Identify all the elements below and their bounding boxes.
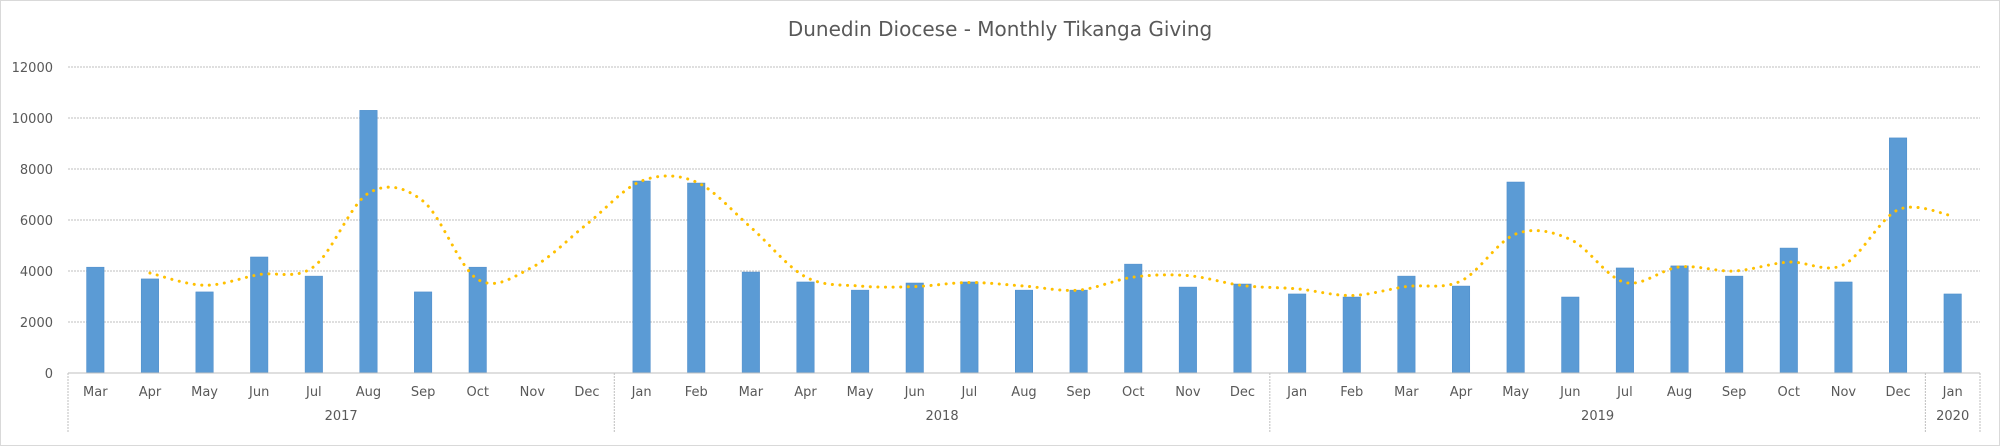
y-tick-label: 10000 [12, 112, 53, 127]
month-label: Apr [794, 385, 817, 400]
month-label: Jun [904, 385, 925, 400]
month-label: Jan [1942, 385, 1963, 400]
year-label: 2018 [926, 409, 959, 424]
month-label: May [847, 385, 874, 400]
month-label: Sep [411, 385, 436, 400]
bar [796, 281, 815, 374]
bar [1779, 247, 1798, 374]
bar [741, 271, 760, 374]
year-label: 2020 [1936, 409, 1969, 424]
year-label: 2019 [1581, 409, 1614, 424]
y-tick-label: 12000 [12, 61, 53, 76]
month-label: Jun [248, 385, 269, 400]
month-label: Jan [1286, 385, 1307, 400]
bar [851, 289, 870, 374]
bar [1943, 293, 1962, 374]
bar [304, 275, 323, 374]
bar [1124, 263, 1143, 374]
bar [1889, 137, 1908, 374]
bar [1670, 265, 1689, 374]
month-label: Oct [466, 385, 488, 400]
bar [86, 266, 105, 374]
month-label: Nov [520, 385, 546, 400]
y-tick-label: 0 [45, 367, 53, 382]
bar [1506, 181, 1525, 374]
bar [414, 291, 433, 374]
month-label: Feb [1340, 385, 1363, 400]
bar [1834, 281, 1853, 374]
month-label: Aug [356, 385, 381, 400]
year-label: 2017 [325, 409, 358, 424]
bar [1615, 267, 1634, 374]
y-tick-label: 8000 [20, 163, 53, 178]
month-label: Dec [1885, 385, 1910, 400]
month-label: Aug [1011, 385, 1036, 400]
month-label: Apr [1450, 385, 1473, 400]
bar [1069, 289, 1088, 374]
month-label: Feb [685, 385, 708, 400]
trendline [148, 174, 1955, 297]
month-label: Sep [1066, 385, 1091, 400]
bar [1342, 296, 1361, 374]
month-label: Aug [1667, 385, 1692, 400]
month-label: Jan [631, 385, 652, 400]
y-tick-label: 6000 [20, 214, 53, 229]
chart-title: Dunedin Diocese - Monthly Tikanga Giving [787, 17, 1213, 41]
bar [1397, 275, 1416, 374]
month-label: May [1502, 385, 1529, 400]
month-label: Dec [574, 385, 599, 400]
bar [140, 278, 159, 374]
month-label: May [191, 385, 218, 400]
month-label: Mar [1394, 385, 1419, 400]
month-label: Apr [139, 385, 162, 400]
month-label: Oct [1122, 385, 1144, 400]
bar [632, 180, 651, 374]
bar [1452, 285, 1471, 374]
bar [195, 291, 214, 374]
month-label: Jul [961, 385, 978, 400]
bar [687, 182, 706, 374]
bar [1178, 286, 1197, 374]
bar [359, 110, 378, 374]
y-tick-label: 2000 [20, 316, 53, 331]
bar [468, 266, 487, 374]
month-label: Jun [1559, 385, 1580, 400]
month-label: Jul [1616, 385, 1633, 400]
bar [1561, 296, 1580, 374]
bar [1288, 293, 1307, 374]
month-label: Nov [1831, 385, 1857, 400]
bar [1725, 275, 1744, 374]
month-label: Dec [1230, 385, 1255, 400]
bar [905, 282, 924, 374]
month-label: Mar [739, 385, 764, 400]
bar [960, 281, 979, 374]
y-tick-label: 4000 [20, 265, 53, 280]
month-label: Mar [83, 385, 108, 400]
bar [1233, 283, 1252, 374]
bar [1015, 289, 1033, 374]
month-label: Oct [1778, 385, 1800, 400]
month-label: Nov [1175, 385, 1201, 400]
month-label: Sep [1722, 385, 1747, 400]
month-label: Jul [305, 385, 322, 400]
